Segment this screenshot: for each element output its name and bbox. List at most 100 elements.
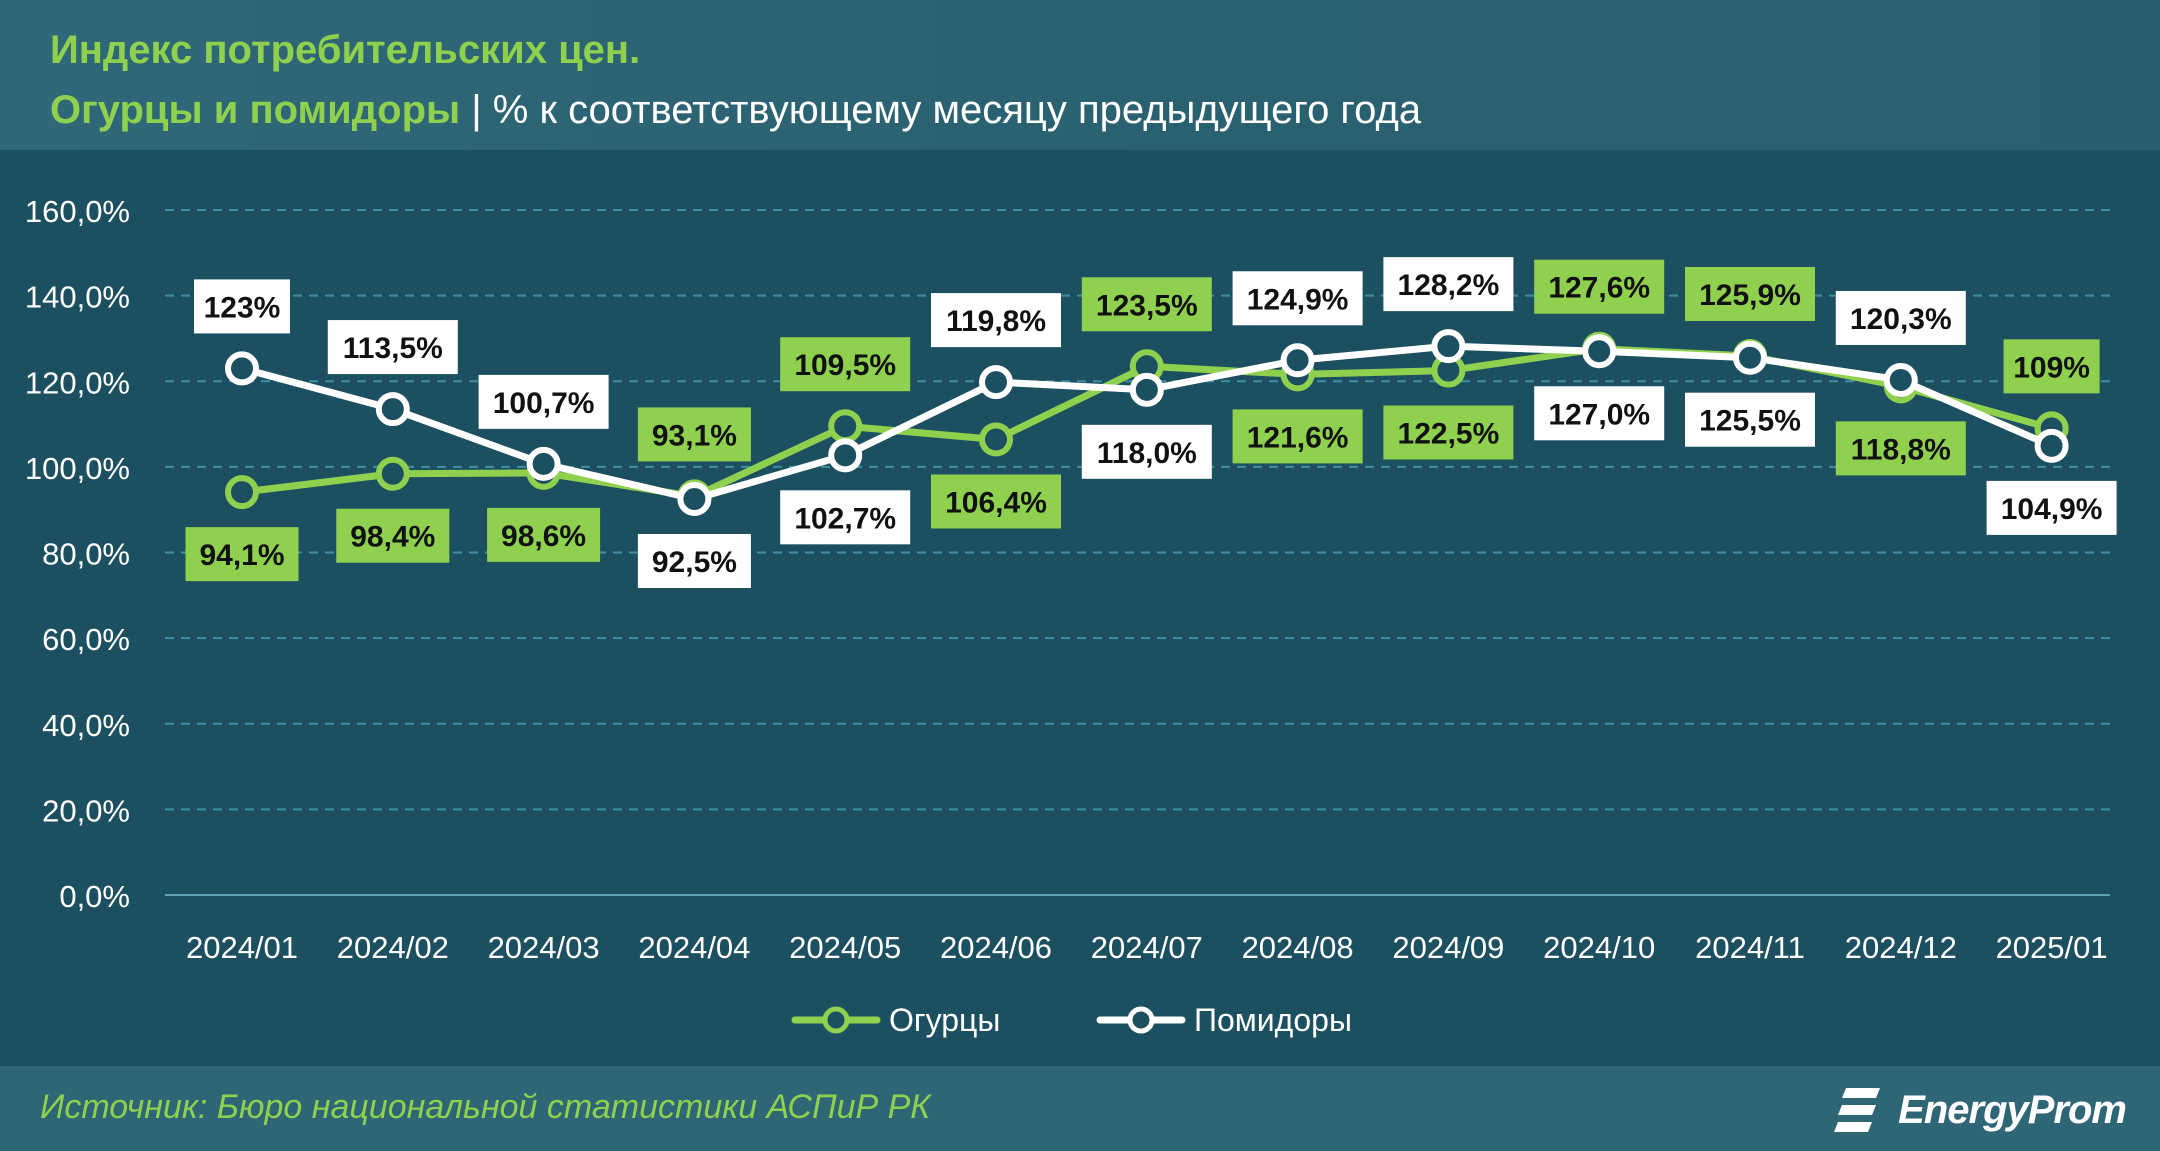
subtitle-separator: |	[471, 88, 482, 132]
x-tick-label: 2024/05	[789, 930, 901, 965]
legend-label: Помидоры	[1194, 1002, 1352, 1038]
data-label-box	[478, 374, 609, 429]
data-label-tomatoes: 123%	[194, 279, 290, 334]
data-label-box	[780, 490, 911, 545]
point-tomatoes	[526, 446, 561, 481]
data-label-cucumbers: 123,5%	[1081, 277, 1212, 332]
data-label-text: 123%	[204, 291, 281, 324]
x-tick-label: 2025/01	[1996, 930, 2108, 965]
x-tick-label: 2024/01	[186, 930, 298, 965]
y-tick-label: 40,0%	[42, 708, 130, 743]
data-label-box	[1534, 259, 1665, 314]
data-label-text: 98,6%	[501, 520, 586, 553]
data-label-text: 123,5%	[1096, 289, 1198, 322]
data-label-tomatoes: 92,5%	[637, 533, 751, 588]
x-tick-label: 2024/02	[337, 930, 449, 965]
data-label-tomatoes: 120,3%	[1835, 290, 1966, 345]
data-label-text: 128,2%	[1398, 269, 1500, 302]
y-tick-label: 100,0%	[25, 451, 130, 486]
x-tick-label: 2024/10	[1543, 930, 1655, 965]
data-label-box	[1081, 277, 1212, 332]
footer-band: Источник: Бюро национальной статистики А…	[0, 1066, 2160, 1151]
data-label-box	[1232, 271, 1363, 326]
data-label-cucumbers: 122,5%	[1383, 405, 1514, 460]
data-label-tomatoes: 113,5%	[327, 320, 458, 375]
x-tick-label: 2024/11	[1695, 930, 1805, 965]
point-tomatoes	[225, 351, 259, 386]
data-label-box	[336, 508, 450, 563]
data-label-box	[637, 407, 751, 462]
line-chart: 0,0% 20,0% 40,0% 60,0% 80,0% 100,0% 120,0% 140,…	[25, 194, 2117, 1038]
source-note: Источник: Бюро национальной статистики А…	[40, 1088, 931, 1126]
data-label-box	[1685, 392, 1815, 447]
y-tick-label: 80,0%	[42, 537, 130, 572]
x-axis-ticks: 2024/01 2024/02 2024/03 2024/04 2024/05 2024/…	[186, 930, 2108, 965]
data-labels: 94,1% 98,4% 98,6% 93,1% 109,5% 106,4% 123,5% 12…	[185, 257, 2117, 588]
data-label-cucumbers: 93,1%	[637, 407, 751, 462]
data-label-text: 127,6%	[1548, 272, 1650, 305]
legend-item-cucumbers: Огурцы	[791, 1002, 1000, 1038]
data-label-cucumbers: 121,6%	[1232, 409, 1363, 464]
data-label-text: 92,5%	[652, 546, 737, 579]
data-label-tomatoes: 102,7%	[780, 490, 911, 545]
data-label-box	[185, 527, 299, 582]
data-label-text: 94,1%	[199, 539, 284, 572]
data-label-cucumbers: 98,6%	[487, 507, 601, 562]
x-tick-label: 2024/06	[940, 930, 1052, 965]
legend-swatch-marker	[1127, 1006, 1155, 1034]
x-tick-label: 2024/09	[1392, 930, 1504, 965]
data-label-tomatoes: 127,0%	[1534, 386, 1665, 441]
point-tomatoes	[828, 438, 863, 473]
data-label-text: 98,4%	[350, 521, 435, 554]
data-label-cucumbers: 94,1%	[185, 527, 299, 582]
data-label-tomatoes: 128,2%	[1383, 257, 1514, 312]
data-label-text: 93,1%	[652, 419, 737, 452]
data-label-text: 127,0%	[1548, 398, 1650, 431]
legend-label: Огурцы	[889, 1002, 1000, 1038]
header-band: Индекс потребительских цен. Огурцы и пом…	[0, 0, 2160, 150]
data-label-box	[931, 474, 1061, 529]
y-tick-label: 20,0%	[42, 793, 130, 828]
data-label-text: 118,0%	[1097, 437, 1197, 470]
y-tick-label: 0,0%	[59, 879, 130, 914]
data-label-cucumbers: 98,4%	[336, 508, 450, 563]
data-label-box	[1383, 405, 1514, 460]
point-tomatoes	[1733, 340, 1767, 375]
series-lines	[225, 329, 2069, 516]
data-label-text: 102,7%	[794, 502, 896, 535]
data-label-box	[1383, 257, 1514, 312]
data-label-box	[637, 533, 751, 588]
y-tick-label: 160,0%	[25, 194, 130, 229]
point-tomatoes	[2034, 428, 2069, 463]
data-label-text: 120,3%	[1850, 303, 1952, 336]
data-label-text: 125,5%	[1699, 405, 1801, 438]
data-label-box	[1232, 409, 1363, 464]
data-label-text: 122,5%	[1398, 418, 1500, 451]
data-label-box	[327, 320, 458, 375]
data-label-text: 104,9%	[2001, 493, 2103, 526]
data-label-tomatoes: 119,8%	[931, 293, 1061, 348]
data-label-tomatoes: 124,9%	[1232, 271, 1363, 326]
data-label-cucumbers: 118,8%	[1835, 421, 1966, 476]
data-label-text: 113,5%	[343, 332, 443, 365]
data-label-text: 124,9%	[1247, 283, 1349, 316]
data-label-tomatoes: 100,7%	[478, 374, 609, 429]
data-label-box	[780, 337, 911, 392]
x-tick-label: 2024/07	[1091, 930, 1203, 965]
data-label-tomatoes: 125,5%	[1685, 392, 1815, 447]
x-tick-label: 2024/08	[1242, 930, 1354, 965]
brand-logo: EnergyProm	[1832, 1082, 2127, 1138]
data-label-cucumbers: 109%	[2003, 339, 2100, 394]
y-tick-label: 60,0%	[42, 622, 130, 657]
subtitle-unit: % к соответствующему месяцу предыдущего …	[492, 88, 1422, 132]
brand-name: EnergyProm	[1898, 1087, 2127, 1132]
point-tomatoes	[1431, 329, 1466, 364]
x-tick-label: 2024/03	[488, 930, 600, 965]
point-tomatoes	[677, 481, 712, 516]
point-tomatoes	[1280, 343, 1315, 378]
chart-title: Индекс потребительских цен.	[50, 28, 641, 72]
data-label-text: 109,5%	[794, 349, 896, 382]
point-tomatoes	[1129, 372, 1164, 407]
energyprom-logo-icon	[1834, 1088, 1881, 1132]
data-label-text: 118,8%	[1851, 433, 1951, 466]
